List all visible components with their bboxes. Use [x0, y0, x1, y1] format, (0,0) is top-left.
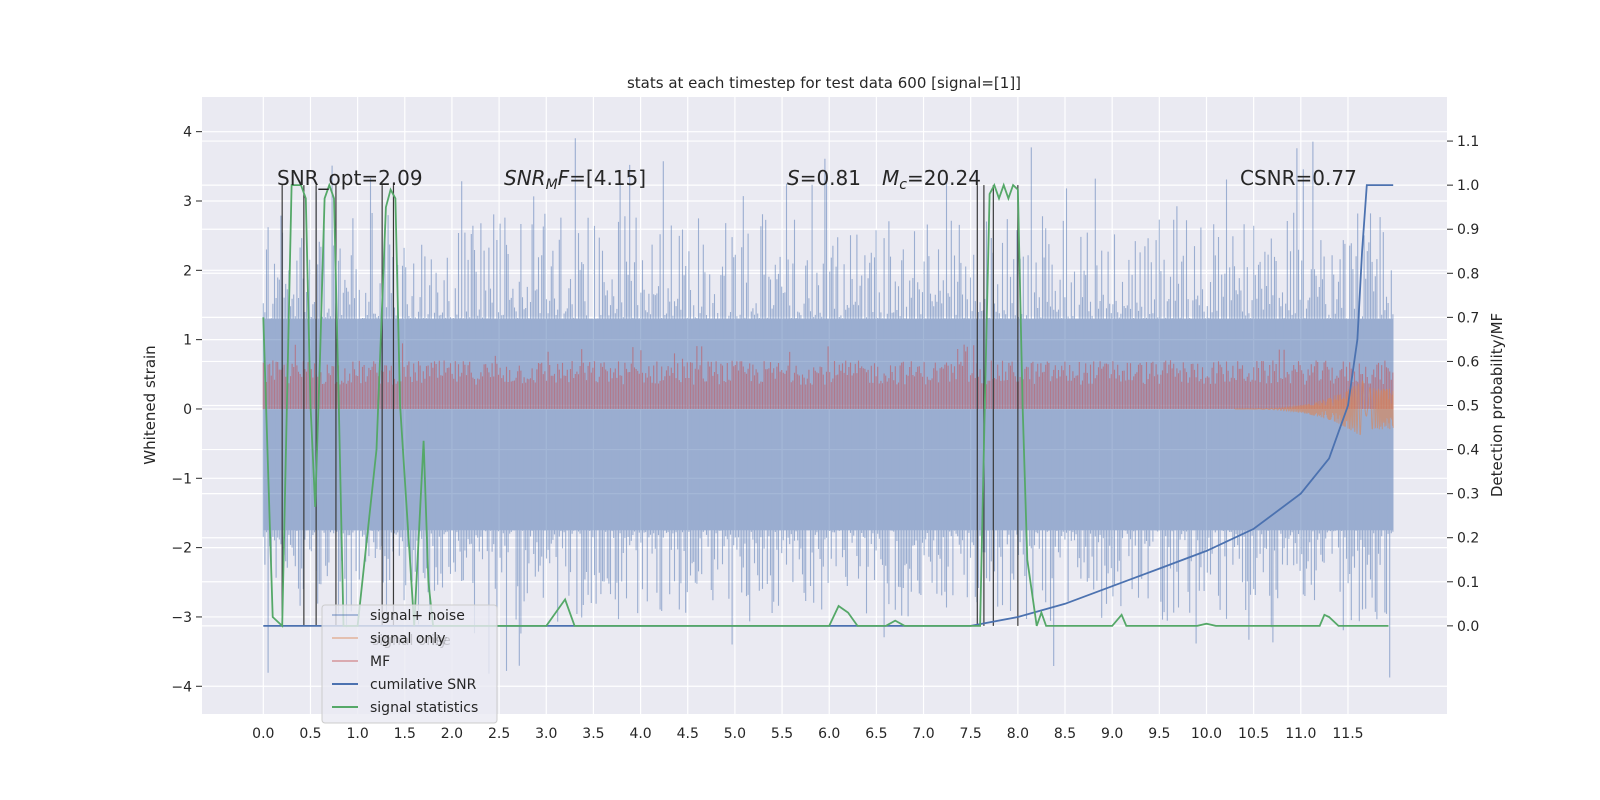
- legend-label: cumilative SNR: [370, 677, 477, 693]
- annotation-snr-mf: SNRMF=[4.15]: [504, 166, 646, 193]
- x-tick-label: 6.0: [818, 726, 840, 742]
- annotation-mc: Mc=20.24: [882, 166, 981, 193]
- annotation-snr-mf-subscript: M: [546, 177, 558, 193]
- annotation-mc-value: =20.24: [907, 166, 981, 190]
- legend-item: signal statistics: [332, 700, 478, 716]
- signal-only-chirp: [1234, 380, 1394, 436]
- series-mf: [262, 343, 1394, 409]
- x-tick-label: 11.0: [1285, 726, 1316, 742]
- legend-box: [321, 604, 498, 724]
- annotation-mc-subscript: c: [899, 177, 907, 193]
- x-tick-label: 8.0: [1007, 726, 1029, 742]
- x-tick-label: 11.5: [1332, 726, 1363, 742]
- right-y-tick-label: 0.2: [1457, 531, 1479, 547]
- right-y-tick-label: 0.3: [1457, 487, 1479, 503]
- right-y-axis-label: Detection probability/MF: [1488, 313, 1506, 497]
- annotation-csnr: CSNR=0.77: [1240, 166, 1357, 190]
- legend-label: signal only: [370, 631, 445, 647]
- left-y-tick-label: −2: [171, 541, 192, 557]
- annotation-snr-mf-f: F: [558, 166, 570, 190]
- right-y-tick-label: 0.7: [1457, 310, 1479, 326]
- x-tick-label: 8.5: [1054, 726, 1076, 742]
- x-tick-label: 4.0: [629, 726, 651, 742]
- right-y-tick-label: 0.8: [1457, 266, 1479, 282]
- mf-band: [262, 343, 1394, 409]
- annotation-s: S=0.81: [787, 166, 861, 190]
- legend-ghost-noise: ise: [431, 633, 451, 649]
- legend-label: MF: [370, 654, 390, 670]
- annotation-s-symbol: S: [787, 166, 800, 190]
- legend-item: signal+ noise: [332, 608, 465, 624]
- x-tick-label: 5.0: [724, 726, 746, 742]
- right-y-tick-label: 0.9: [1457, 222, 1479, 238]
- x-tick-label: 2.0: [441, 726, 463, 742]
- legend-item: signal only: [332, 631, 445, 647]
- legend-label: signal+ noise: [370, 608, 465, 624]
- right-y-tick-label: 1.0: [1457, 178, 1479, 194]
- left-y-tick-label: 4: [183, 125, 192, 141]
- x-tick-label: 1.5: [394, 726, 416, 742]
- x-tick-label: 3.5: [582, 726, 604, 742]
- annotation-snr-mf-value: =[4.15]: [569, 166, 646, 190]
- annotation-s-value: =0.81: [800, 166, 861, 190]
- series-signal-statistics: [262, 182, 1389, 628]
- x-tick-label: 10.0: [1191, 726, 1222, 742]
- x-tick-label: 0.0: [252, 726, 274, 742]
- right-y-tick-label: 0.5: [1457, 399, 1479, 415]
- left-y-tick-label: −4: [171, 679, 192, 695]
- legend-ghost-signal-only: signal only: [372, 633, 447, 649]
- left-y-tick-label: 2: [183, 263, 192, 279]
- left-y-tick-label: 1: [183, 333, 192, 349]
- x-tick-label: 9.5: [1148, 726, 1170, 742]
- left-y-tick-label: 3: [183, 194, 192, 210]
- x-tick-label: 2.5: [488, 726, 510, 742]
- x-tick-label: 4.5: [677, 726, 699, 742]
- annotation-snr-mf-symbol: SNR: [504, 166, 546, 190]
- annotation-snr-opt: SNR_opt=2.09: [277, 166, 423, 190]
- x-tick-label: 5.5: [771, 726, 793, 742]
- left-y-axis-label: Whitened strain: [141, 345, 159, 464]
- series-signal-only: [1234, 380, 1394, 436]
- x-tick-label: 0.5: [299, 726, 321, 742]
- x-tick-label: 7.0: [912, 726, 934, 742]
- x-tick-label: 9.0: [1101, 726, 1123, 742]
- data-layer: [262, 138, 1394, 678]
- right-y-tick-label: 0.1: [1457, 575, 1479, 591]
- left-y-tick-label: −1: [171, 471, 192, 487]
- x-tick-label: 7.5: [960, 726, 982, 742]
- legend-label: signal statistics: [370, 700, 478, 716]
- x-tick-label: 6.5: [865, 726, 887, 742]
- x-axis-ticks: 0.0 0.5 1.0 1.5 2.0 2.5 3.0 3.5 4.0 4.5 5.0 5.5 6.0 6…: [252, 726, 1363, 742]
- x-tick-label: 10.5: [1238, 726, 1269, 742]
- annotations: SNR_opt=2.09 SNRMF=[4.15] S=0.81 Mc=20.2…: [277, 166, 1357, 193]
- left-y-tick-label: −3: [171, 610, 192, 626]
- right-y-tick-label: 0.0: [1457, 619, 1479, 635]
- series-cumulative-snr: [263, 184, 1394, 627]
- left-y-axis-ticks: −4 −3 −2 −1 0 1 2 3 4: [171, 125, 202, 695]
- right-y-axis-ticks: 0.0 0.1 0.2 0.3 0.4 0.5 0.6 0.7 0.8 0.9 1.0 1.1: [1447, 134, 1479, 635]
- legend-item: cumilative SNR: [332, 677, 477, 693]
- left-y-tick-label: 0: [183, 402, 192, 418]
- x-tick-label: 1.0: [346, 726, 368, 742]
- chart-title: stats at each timestep for test data 600…: [627, 74, 1021, 92]
- right-y-tick-label: 0.6: [1457, 354, 1479, 370]
- legend: signal+ noise signal only MF cumilative SNR…: [321, 604, 498, 724]
- x-tick-label: 3.0: [535, 726, 557, 742]
- legend-item: MF: [332, 654, 390, 670]
- right-y-tick-label: 0.4: [1457, 443, 1479, 459]
- annotation-mc-symbol: M: [882, 166, 899, 190]
- right-y-tick-label: 1.1: [1457, 134, 1479, 150]
